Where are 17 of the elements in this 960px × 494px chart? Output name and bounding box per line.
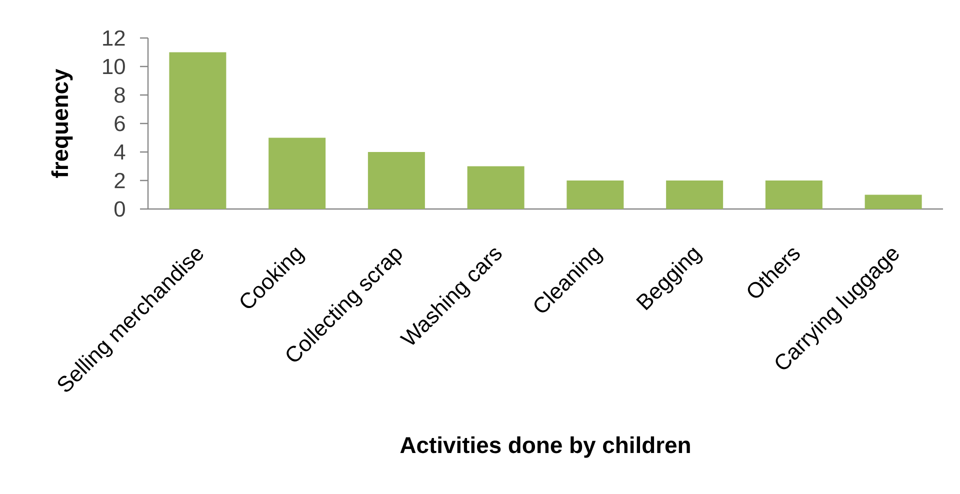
y-tick-label: 8 xyxy=(114,87,125,103)
bar xyxy=(566,180,624,209)
bar xyxy=(666,180,724,209)
bar xyxy=(864,194,922,209)
y-tick-label: 4 xyxy=(114,144,126,160)
y-axis-title: frequency xyxy=(51,68,73,178)
bar xyxy=(368,152,425,209)
y-tick-label: 6 xyxy=(114,116,125,132)
y-tick-label: 2 xyxy=(114,172,125,188)
bar xyxy=(467,166,524,209)
bar xyxy=(268,138,326,209)
x-axis-title: Activities done by children xyxy=(400,436,690,458)
y-tick-label: 10 xyxy=(103,58,125,74)
y-tick-label: 0 xyxy=(114,201,125,217)
bar xyxy=(169,52,226,209)
y-tick-label: 12 xyxy=(103,30,125,46)
bar xyxy=(765,180,822,209)
